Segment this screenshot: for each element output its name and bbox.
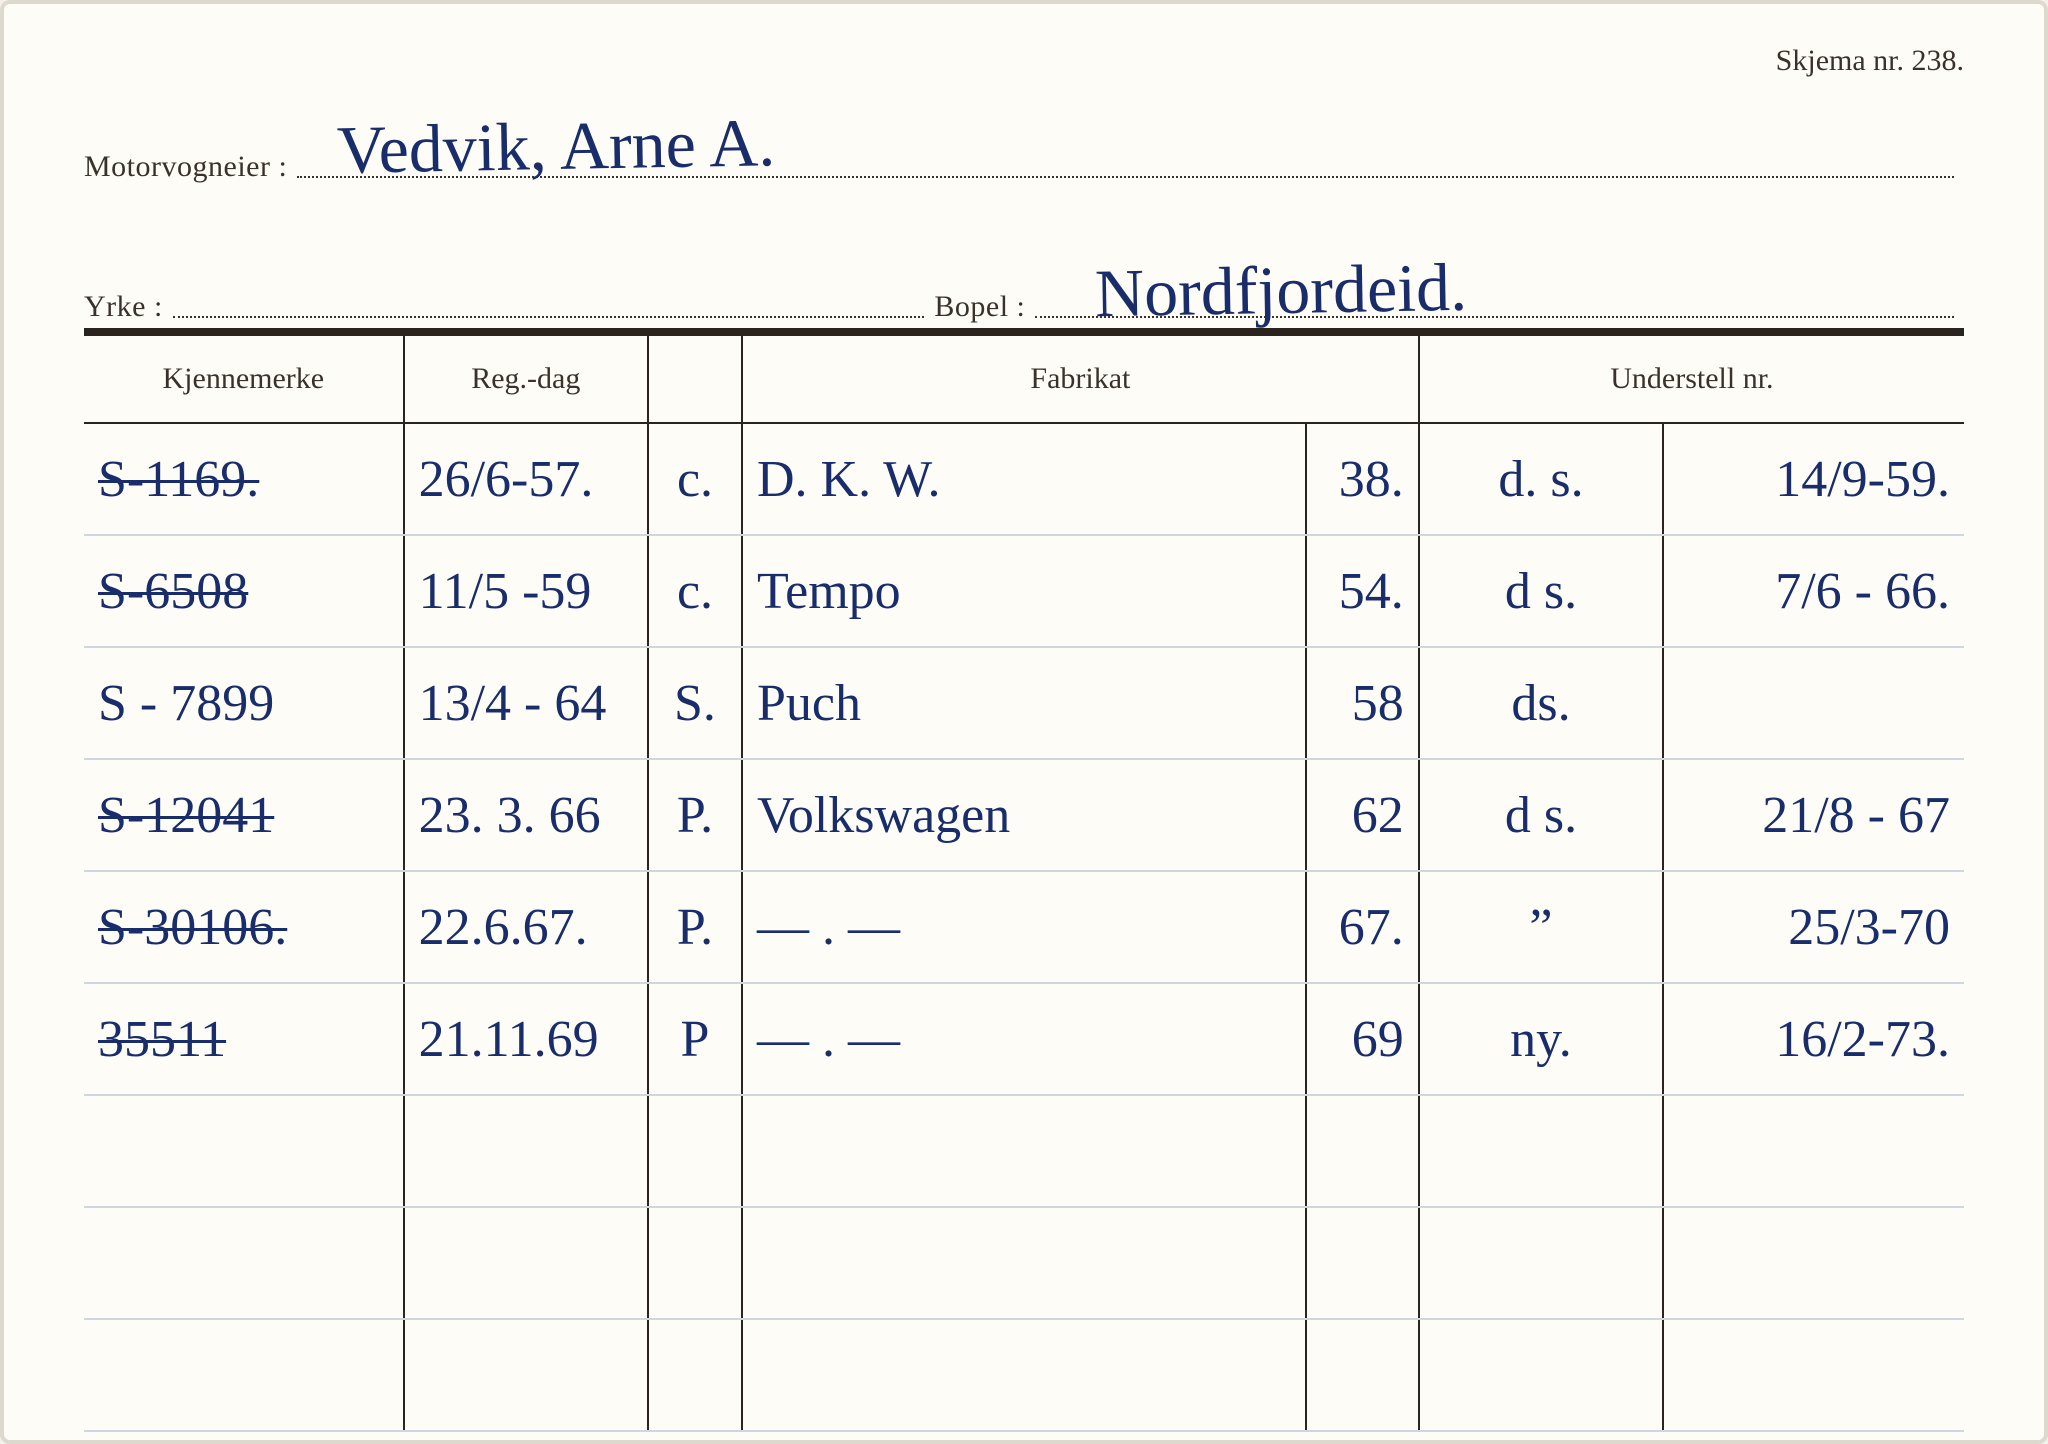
cell-year: 54. — [1306, 535, 1419, 647]
cell-year: 69 — [1306, 983, 1419, 1095]
row-owner: Motorvogneier : Vedvik, Arne A. Skjema n… — [84, 64, 1964, 184]
cell-empty — [742, 1319, 1306, 1431]
motorvogneier-value: Vedvik, Arne A. — [337, 103, 776, 190]
cell-year: 62 — [1306, 759, 1419, 871]
cell-regdag: 22.6.67. — [404, 871, 648, 983]
vehicle-table: Kjennemerke Reg.-dag Fabrikat Understell… — [84, 336, 1964, 1432]
cell-kjennemerke: S - 7899 — [84, 647, 404, 759]
heavy-rule — [84, 328, 1964, 336]
cell-empty — [1663, 1207, 1964, 1319]
cell-year: 67. — [1306, 871, 1419, 983]
cell-empty — [1663, 1319, 1964, 1431]
yrke-field — [173, 276, 925, 318]
motorvogneier-label: Motorvogneier : — [84, 150, 287, 184]
cell-understell-1: d s. — [1419, 759, 1663, 871]
table-body: S-1169.26/6-57.c.D. K. W.38.d. s.14/9-59… — [84, 423, 1964, 1431]
cell-fabrikat: — . — — [742, 983, 1306, 1095]
bopel-label: Bopel : — [934, 290, 1025, 324]
cell-empty — [1306, 1319, 1419, 1431]
cell-regdag: 23. 3. 66 — [404, 759, 648, 871]
table-row-empty — [84, 1095, 1964, 1207]
th-blank — [648, 336, 742, 423]
cell-kjennemerke: S-30106. — [84, 871, 404, 983]
cell-empty — [648, 1095, 742, 1207]
cell-type: P. — [648, 759, 742, 871]
cell-fabrikat: Volkswagen — [742, 759, 1306, 871]
th-regdag: Reg.-dag — [404, 336, 648, 423]
cell-empty — [648, 1207, 742, 1319]
cell-type: P — [648, 983, 742, 1095]
th-kjennemerke: Kjennemerke — [84, 336, 404, 423]
row-yrke-bopel: Yrke : Bopel : Nordfjordeid. — [84, 194, 1964, 324]
cell-fabrikat: — . — — [742, 871, 1306, 983]
cell-empty — [742, 1207, 1306, 1319]
cell-regdag: 21.11.69 — [404, 983, 648, 1095]
cell-empty — [1663, 1095, 1964, 1207]
cell-regdag: 13/4 - 64 — [404, 647, 648, 759]
cell-kjennemerke: S-6508 — [84, 535, 404, 647]
registration-card: Motorvogneier : Vedvik, Arne A. Skjema n… — [0, 0, 2048, 1444]
bopel-field: Nordfjordeid. — [1035, 276, 1954, 318]
table-row: S - 789913/4 - 64S.Puch58ds. — [84, 647, 1964, 759]
cell-empty — [1419, 1319, 1663, 1431]
cell-understell-1: ny. — [1419, 983, 1663, 1095]
cell-empty — [1419, 1207, 1663, 1319]
cell-fabrikat: Puch — [742, 647, 1306, 759]
cell-empty — [1306, 1095, 1419, 1207]
cell-understell-1: d. s. — [1419, 423, 1663, 535]
table-row-empty — [84, 1207, 1964, 1319]
skjema-nr: Skjema nr. 238. — [1776, 44, 1964, 78]
cell-understell-2: 21/8 - 67 — [1663, 759, 1964, 871]
cell-empty — [404, 1095, 648, 1207]
table-row: S-650811/5 -59c.Tempo54.d s.7/6 - 66. — [84, 535, 1964, 647]
cell-type: c. — [648, 535, 742, 647]
cell-understell-1: d s. — [1419, 535, 1663, 647]
cell-empty — [1419, 1095, 1663, 1207]
cell-empty — [404, 1207, 648, 1319]
table-header-row: Kjennemerke Reg.-dag Fabrikat Understell… — [84, 336, 1964, 423]
cell-year: 38. — [1306, 423, 1419, 535]
cell-empty — [84, 1095, 404, 1207]
table-row: S-1169.26/6-57.c.D. K. W.38.d. s.14/9-59… — [84, 423, 1964, 535]
cell-understell-2: 25/3-70 — [1663, 871, 1964, 983]
cell-regdag: 11/5 -59 — [404, 535, 648, 647]
cell-understell-2: 14/9-59. — [1663, 423, 1964, 535]
cell-empty — [742, 1095, 1306, 1207]
cell-understell-1: ds. — [1419, 647, 1663, 759]
cell-type: P. — [648, 871, 742, 983]
cell-understell-2: 16/2-73. — [1663, 983, 1964, 1095]
bopel-value: Nordfjordeid. — [1095, 248, 1468, 333]
cell-empty — [648, 1319, 742, 1431]
cell-type: S. — [648, 647, 742, 759]
yrke-label: Yrke : — [84, 290, 163, 324]
cell-year: 58 — [1306, 647, 1419, 759]
table-row-empty — [84, 1319, 1964, 1431]
th-understell: Understell nr. — [1419, 336, 1964, 423]
th-fabrikat: Fabrikat — [742, 336, 1419, 423]
motorvogneier-field: Vedvik, Arne A. — [297, 136, 1954, 178]
table-row: 3551121.11.69P— . —69ny.16/2-73. — [84, 983, 1964, 1095]
cell-kjennemerke: S-1169. — [84, 423, 404, 535]
cell-kjennemerke: S-12041 — [84, 759, 404, 871]
cell-kjennemerke: 35511 — [84, 983, 404, 1095]
cell-empty — [1306, 1207, 1419, 1319]
cell-understell-2: 7/6 - 66. — [1663, 535, 1964, 647]
cell-empty — [84, 1319, 404, 1431]
table-row: S-30106.22.6.67.P.— . —67.”25/3-70 — [84, 871, 1964, 983]
cell-empty — [404, 1319, 648, 1431]
cell-fabrikat: Tempo — [742, 535, 1306, 647]
cell-type: c. — [648, 423, 742, 535]
table-row: S-1204123. 3. 66P.Volkswagen62d s.21/8 -… — [84, 759, 1964, 871]
cell-fabrikat: D. K. W. — [742, 423, 1306, 535]
cell-understell-1: ” — [1419, 871, 1663, 983]
cell-regdag: 26/6-57. — [404, 423, 648, 535]
cell-understell-2 — [1663, 647, 1964, 759]
cell-empty — [84, 1207, 404, 1319]
